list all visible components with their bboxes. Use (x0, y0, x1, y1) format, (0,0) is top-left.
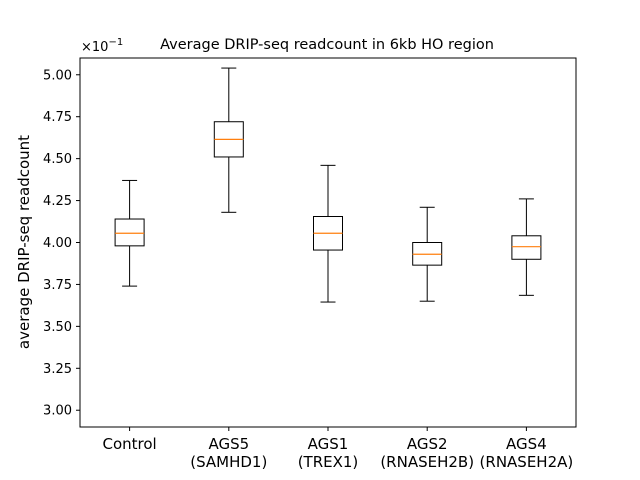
y-tick-label: 3.25 (43, 362, 72, 377)
x-tick-label: AGS2 (407, 435, 448, 453)
box (511, 235, 542, 260)
y-axis-title: average DRIP-seq readcount (15, 135, 33, 349)
y-offset-exponent: −1 (108, 37, 123, 48)
x-tick-label: AGS5 (208, 435, 249, 453)
x-tick-label-line2: (RNASEH2B) (380, 453, 474, 471)
y-tick-label: 5.00 (43, 68, 72, 83)
y-axis-offset-label: ×10−1 (81, 37, 123, 55)
y-tick-label: 4.50 (43, 152, 72, 167)
y-tick-label: 4.75 (43, 110, 72, 125)
y-tick-label: 4.00 (43, 236, 72, 251)
axes-frame (79, 57, 577, 428)
y-tick-label: 3.50 (43, 320, 72, 335)
plot-area: 3.00 3.25 3.50 3.75 4.00 4.25 4.50 4.75 5.00 Cont… (43, 57, 577, 471)
x-tick-label: AGS4 (506, 435, 547, 453)
x-tick-label: Control (102, 435, 156, 453)
x-tick-label: AGS1 (308, 435, 349, 453)
x-tick-label-line2: (RNASEH2A) (480, 453, 574, 471)
y-tick-label: 3.75 (43, 278, 72, 293)
x-tick-label-line2: (SAMHD1) (190, 453, 267, 471)
y-offset-base: ×10 (81, 40, 108, 55)
box (114, 218, 145, 247)
y-tick-label: 3.00 (43, 404, 72, 419)
x-tick-label-line2: (TREX1) (298, 453, 359, 471)
chart-title: Average DRIP-seq readcount in 6kb HO reg… (160, 37, 494, 53)
y-tick-label: 4.25 (43, 194, 72, 209)
